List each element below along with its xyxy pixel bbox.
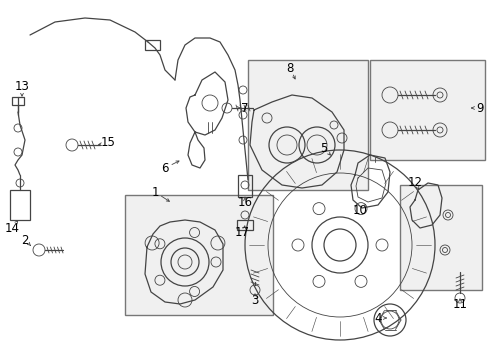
Text: 17: 17 [235,225,249,238]
Bar [400,185,482,290]
Bar [145,40,160,50]
Text: 4: 4 [374,311,382,324]
Text: 8: 8 [286,62,294,75]
Text: 13: 13 [15,81,29,94]
Text: 5: 5 [320,141,328,154]
Text: 14: 14 [4,221,20,234]
Text: 10: 10 [353,203,368,216]
Text: 9: 9 [476,102,484,114]
Bar [237,220,253,230]
Bar [248,60,368,190]
Text: 3: 3 [251,293,259,306]
Bar [370,60,485,160]
Bar [12,97,24,105]
Text: 7: 7 [241,102,249,114]
Text: 1: 1 [151,185,159,198]
Bar [10,190,30,220]
Text: 16: 16 [238,195,252,208]
Text: 15: 15 [100,136,116,149]
Bar [125,195,273,315]
Text: 12: 12 [408,175,422,189]
Text: 2: 2 [21,234,29,247]
Text: 6: 6 [161,162,169,175]
Text: 11: 11 [452,298,467,311]
Bar [238,175,252,197]
